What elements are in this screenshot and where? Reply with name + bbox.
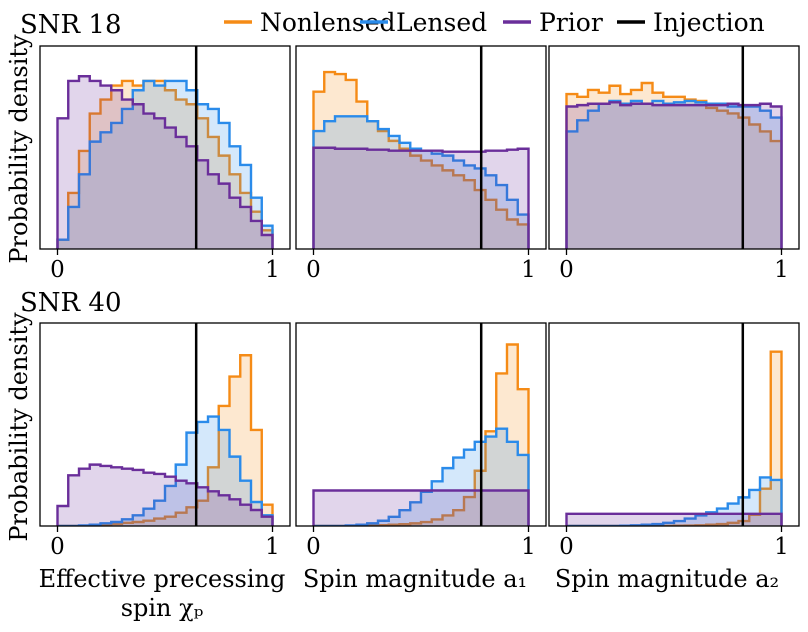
hist-line-nonlensed [56, 79, 274, 249]
y-axis-label-top: Probability density [5, 34, 33, 264]
hist-line-nonlensed [565, 81, 783, 249]
hist-fill-lensed [313, 428, 529, 526]
hist-line-lensed [565, 99, 783, 249]
x-tick-label: 0 [559, 257, 574, 283]
hist-fill-prior [566, 102, 782, 249]
hist-fill-nonlensed [57, 355, 273, 526]
hist-line-prior [565, 101, 783, 249]
hist-fill-prior [57, 464, 273, 526]
row-title-snr-18: SNR 18 [20, 10, 122, 40]
panel-plot-area [565, 323, 783, 526]
panel-frame [295, 45, 547, 250]
panel-plot-area [56, 46, 274, 249]
hist-line-lensed [313, 427, 530, 526]
panel-frame [548, 322, 800, 527]
hist-line-prior [56, 75, 274, 249]
hist-fill-prior [313, 490, 529, 526]
x-tick-label: 1 [774, 534, 789, 560]
hist-line-nonlensed [57, 354, 274, 526]
y-axis-label-bottom: Probability density [5, 312, 33, 542]
x-axis-label-a1: Spin magnitude a₁ [303, 565, 527, 593]
legend-label-lensed: Lensed [396, 8, 487, 37]
panel-frame [39, 45, 291, 250]
x-tick-label: 0 [559, 534, 574, 560]
hist-line-lensed [56, 79, 274, 249]
x-tick-label: 1 [521, 534, 536, 560]
panels: 0 1 0 1 0 10 1 0 1 0 1 [39, 45, 800, 560]
hist-line-prior [565, 512, 783, 526]
hist-fill-nonlensed [566, 82, 782, 249]
hist-line-prior [312, 489, 530, 526]
panel-plot-area [565, 46, 783, 249]
x-tick-label: 1 [774, 257, 789, 283]
hist-fill-lensed [57, 416, 273, 526]
hist-fill-prior [57, 76, 273, 249]
x-tick-label: 0 [306, 534, 321, 560]
legend-label-injection: Injection [653, 8, 765, 37]
x-axis-label-a2: Spin magnitude a₂ [555, 565, 779, 593]
hist-line-prior [312, 146, 530, 249]
x-tick-label: 0 [306, 257, 321, 283]
legend-item-injection: Injection [617, 8, 765, 37]
panel-frame [295, 322, 547, 527]
legend-item-prior: Prior [503, 8, 603, 37]
panel-plot-area [312, 323, 530, 526]
panel-plot-area [56, 323, 274, 526]
panel-plot-area [312, 46, 530, 249]
x-tick-label: 0 [50, 534, 65, 560]
legend-label-prior: Prior [539, 8, 603, 37]
hist-fill-prior [566, 513, 782, 526]
panel-frame [548, 45, 800, 250]
x-tick-label: 1 [265, 534, 280, 560]
row-title-snr-40: SNR 40 [20, 288, 122, 318]
legend: Nonlensed Lensed Prior Injection [224, 8, 765, 37]
x-axis-label-chi-p-line1: Effective precessing [39, 565, 286, 593]
hist-line-lensed [57, 415, 274, 526]
x-tick-label: 1 [265, 257, 280, 283]
hist-line-nonlensed [312, 70, 530, 249]
x-tick-label: 0 [50, 257, 65, 283]
hist-line-prior [56, 463, 274, 526]
panel-frame [39, 322, 291, 527]
legend-item-lensed: Lensed [360, 8, 487, 37]
hist-fill-prior [313, 147, 529, 249]
hist-fill-lensed [566, 100, 782, 249]
x-axis-label-chi-p-line2: spin χₚ [121, 594, 204, 622]
x-tick-label: 1 [521, 257, 536, 283]
